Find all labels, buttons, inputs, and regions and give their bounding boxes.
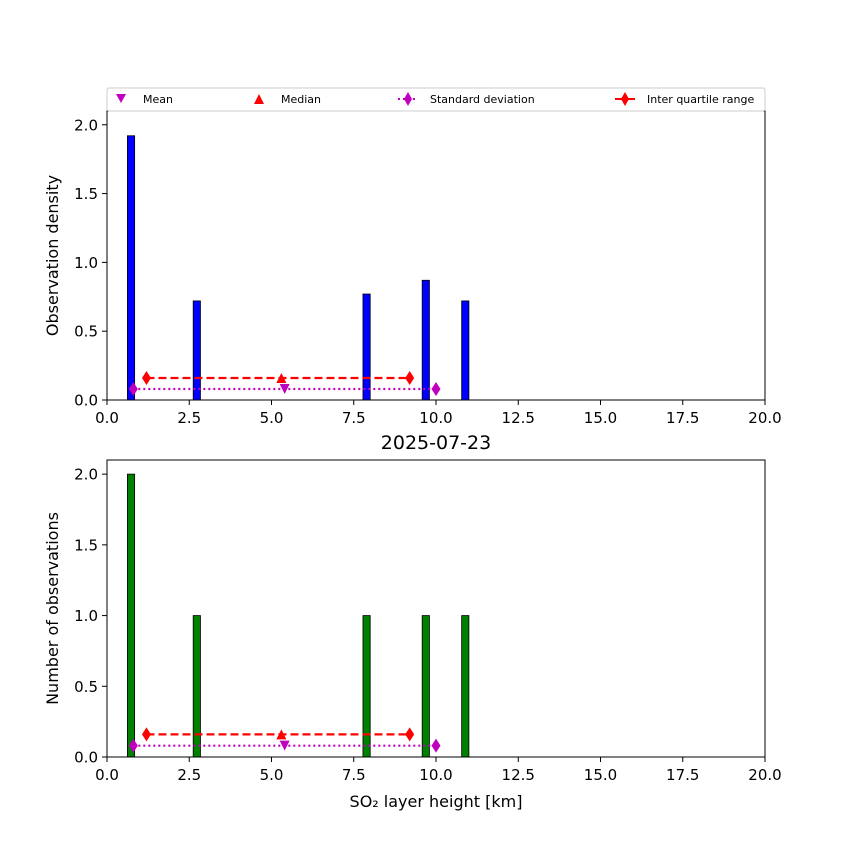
top-x-tick-label-2: 5.0 [260, 409, 284, 427]
top-y-tick-label-1: 0.5 [74, 323, 98, 341]
bottom-iqr-low-marker [141, 727, 151, 742]
top-bar-2 [362, 293, 371, 401]
iqr-diamond-icon [621, 92, 629, 106]
bottom-x-tick-label-0: 0.0 [95, 766, 119, 784]
bottom-x-axis-label: SO₂ layer height [km] [350, 792, 523, 811]
top-x-tick-label-8: 20.0 [748, 409, 781, 427]
top-bar-0 [126, 135, 136, 401]
bottom-stat-markers [128, 727, 441, 753]
top-median-marker [276, 372, 287, 383]
legend-entry-median: Median [254, 93, 321, 106]
bottom-std-high-marker [431, 738, 441, 753]
top-x-tick-label-7: 17.5 [666, 409, 699, 427]
legend-label-iqr: Inter quartile range [647, 93, 754, 106]
legend-entry-mean: Mean [116, 93, 173, 106]
bottom-x-tick-label-7: 17.5 [666, 766, 699, 784]
bottom-x-ticks: 0.0 2.5 5.0 7.5 10.0 12.5 15.0 17.5 20.0 [95, 757, 782, 784]
legend-label-std: Standard deviation [430, 93, 535, 106]
top-stat-markers [128, 370, 441, 396]
bottom-x-tick-label-4: 10.0 [419, 766, 452, 784]
legend-label-mean: Mean [143, 93, 173, 106]
top-x-tick-label-5: 12.5 [502, 409, 535, 427]
bottom-bar-4 [461, 615, 470, 758]
legend-entry-std: Standard deviation [398, 92, 535, 106]
top-x-tick-label-1: 2.5 [177, 409, 201, 427]
top-x-tick-label-6: 15.0 [584, 409, 617, 427]
bottom-x-tick-label-8: 20.0 [748, 766, 781, 784]
bottom-y-tick-label-4: 2.0 [74, 466, 98, 484]
top-std-low-marker [128, 381, 138, 396]
bottom-iqr-high-marker [405, 727, 415, 742]
top-y-tick-label-2: 1.0 [74, 254, 98, 272]
legend: Mean Median Standard deviation Inter qua… [106, 87, 766, 112]
bottom-bar-2 [362, 615, 371, 758]
bottom-y-tick-label-0: 0.0 [74, 749, 98, 767]
bottom-median-marker [276, 729, 287, 740]
top-iqr-high-marker [405, 370, 415, 385]
bottom-y-tick-label-2: 1.0 [74, 607, 98, 625]
legend-label-median: Median [281, 93, 321, 106]
bottom-plot-area [107, 460, 765, 757]
bottom-bar-3 [421, 615, 430, 758]
bottom-bars [126, 473, 470, 758]
top-iqr-low-marker [141, 370, 151, 385]
bottom-panel: 0.0 2.5 5.0 7.5 10.0 12.5 15.0 17.5 20.0 0.0 0.5 1… [43, 432, 782, 811]
bottom-x-tick-label-5: 12.5 [502, 766, 535, 784]
mean-marker-icon [116, 94, 126, 103]
top-plot-area [107, 111, 765, 400]
top-x-ticks: 0.0 2.5 5.0 7.5 10.0 12.5 15.0 17.5 20.0 [95, 400, 782, 427]
bottom-y-axis-label: Number of observations [43, 512, 62, 705]
bottom-chart-title: 2025-07-23 [381, 432, 491, 454]
top-mean-marker [279, 383, 290, 394]
bottom-x-tick-label-6: 15.0 [584, 766, 617, 784]
bottom-bar-0 [126, 473, 136, 758]
bottom-y-tick-label-3: 1.5 [74, 536, 98, 554]
top-x-tick-label-3: 7.5 [342, 409, 366, 427]
std-diamond-icon [404, 92, 412, 106]
top-bar-4 [461, 300, 470, 401]
top-panel: 0.0 2.5 5.0 7.5 10.0 12.5 15.0 17.5 20.0 0.0 0.5 1… [43, 87, 782, 427]
top-x-tick-label-4: 10.0 [419, 409, 452, 427]
bottom-std-low-marker [128, 738, 138, 753]
legend-entry-iqr: Inter quartile range [615, 92, 754, 106]
top-bar-3 [421, 279, 430, 401]
top-bar-1 [192, 300, 201, 401]
bottom-mean-marker [279, 740, 290, 751]
bottom-bar-1 [192, 615, 201, 758]
legend-frame [106, 87, 766, 112]
bottom-x-tick-label-2: 5.0 [260, 766, 284, 784]
bottom-y-tick-label-1: 0.5 [74, 678, 98, 696]
top-std-high-marker [431, 381, 441, 396]
bottom-y-ticks: 0.0 0.5 1.0 1.5 2.0 [74, 466, 107, 767]
median-marker-icon [254, 94, 264, 104]
top-y-tick-label-4: 2.0 [74, 116, 98, 134]
bottom-x-tick-label-3: 7.5 [342, 766, 366, 784]
top-y-tick-label-3: 1.5 [74, 185, 98, 203]
top-y-axis-label: Observation density [43, 175, 62, 336]
bottom-x-tick-label-1: 2.5 [177, 766, 201, 784]
top-y-ticks: 0.0 0.5 1.0 1.5 2.0 [74, 116, 107, 410]
top-y-tick-label-0: 0.0 [74, 392, 98, 410]
top-x-tick-label-0: 0.0 [95, 409, 119, 427]
